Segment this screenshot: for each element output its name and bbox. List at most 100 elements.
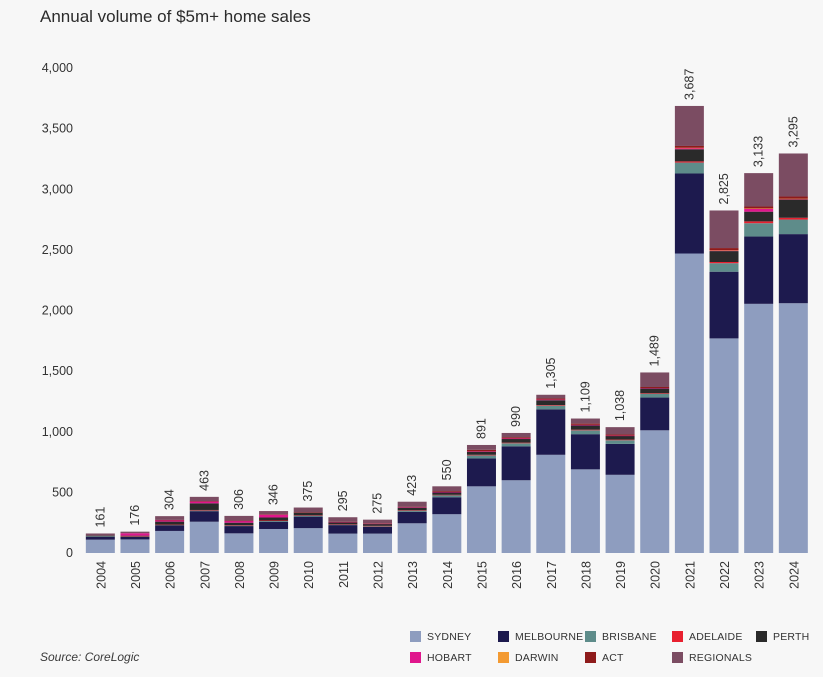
bar-segment-adelaide-2019 [605,439,635,441]
bar-segment-sydney-2009 [259,528,289,553]
bar-segment-melbourne-2010 [293,516,323,529]
bar-segment-brisbane-2015 [466,455,496,459]
bar-segment-adelaide-2018 [570,429,600,431]
bar-segment-brisbane-2009 [259,520,289,522]
legend-label: ADELAIDE [689,631,743,643]
total-label-2005: 176 [128,505,142,526]
bar-segment-hobart-2023 [744,208,774,212]
x-tick-label-2014: 2014 [441,561,455,589]
bar-segment-act-2014 [432,491,462,493]
bar-segment-perth-2006 [155,521,185,525]
bar-segment-adelaide-2020 [640,393,670,394]
bar-segment-act-2017 [536,398,566,400]
y-axis: 0 500 1,000 1,500 2,000 2,500 3,000 3,500 4,000 [42,61,73,560]
bar-segment-regionals-2013 [397,501,427,507]
legend-item-sydney: SYDNEY [410,631,471,643]
total-labels: 161 176 304 463 306 346 375 295 275 423 550 891 990 1… [93,69,800,528]
bar-segment-melbourne-2011 [328,525,358,534]
bar-segment-sydney-2010 [293,528,323,553]
total-label-2017: 1,305 [544,357,558,388]
x-tick-label-2021: 2021 [683,561,697,589]
bar-segment-brisbane-2019 [605,440,635,444]
legend-item-adelaide: ADELAIDE [672,631,743,643]
bar-segment-perth-2020 [640,388,670,394]
bar-segment-sydney-2019 [605,474,635,553]
bar-segment-regionals-2016 [501,432,531,438]
total-label-2019: 1,038 [613,390,627,421]
x-axis: 2004 2005 2006 2007 2008 2009 2010 2011 2012 2013… [94,561,801,589]
total-label-2015: 891 [474,418,488,439]
legend: SYDNEY MELBOURNE BRISBANE ADELAIDE PERTH HOBA… [410,631,820,671]
bar-segment-regionals-2010 [293,507,323,513]
total-label-2010: 375 [301,481,315,502]
legend-item-hobart: HOBART [410,652,472,664]
bar-segment-perth-2018 [570,425,600,430]
bar-segment-adelaide-2024 [778,217,808,220]
bar-segment-perth-2015 [466,451,496,455]
bar-segment-act-2019 [605,434,635,436]
bar-segment-sydney-2022 [709,338,739,553]
x-tick-label-2010: 2010 [302,561,316,589]
bar-segment-brisbane-2014 [432,495,462,498]
bar-segment-brisbane-2008 [224,525,254,527]
bar-segment-darwin-2023 [744,208,774,209]
bar-segment-adelaide-2014 [432,494,462,496]
bar-segment-perth-2013 [397,507,427,511]
bar-segment-act-2015 [466,449,496,452]
bar-segment-act-2022 [709,248,739,251]
bar-segment-adelaide-2013 [397,510,427,511]
legend-item-perth: PERTH [756,631,809,643]
bar-segment-hobart-2011 [328,522,358,523]
bar-segment-regionals-2008 [224,515,254,521]
bar-segment-adelaide-2016 [501,442,531,444]
bar-segment-perth-2009 [259,517,289,521]
bar-segment-melbourne-2012 [363,526,393,534]
bar-segment-melbourne-2007 [189,511,219,522]
bar-segment-perth-2024 [778,199,808,218]
bar-segment-sydney-2004 [85,539,115,553]
bar-segment-hobart-2019 [605,435,635,437]
total-label-2018: 1,109 [578,381,592,412]
bar-segment-melbourne-2015 [466,458,496,487]
bar-segment-regionals-2021 [674,105,704,146]
bar-segment-regionals-2024 [778,153,808,197]
bar-segment-perth-2016 [501,439,531,443]
legend-item-darwin: DARWIN [498,652,559,664]
bar-segment-melbourne-2006 [155,525,185,531]
bar-segment-perth-2011 [328,522,358,525]
y-tick-label: 3,500 [42,122,73,136]
bar-segment-act-2021 [674,145,704,148]
bar-segment-adelaide-2015 [466,454,496,456]
bar-segment-hobart-2020 [640,388,670,389]
bar-segment-hobart-2007 [189,501,219,504]
bar-segment-perth-2010 [293,512,323,516]
bar-segment-sydney-2023 [744,303,774,553]
bar-segment-hobart-2009 [259,514,289,518]
x-tick-label-2012: 2012 [372,561,386,589]
bar-segment-regionals-2019 [605,427,635,435]
bar-segment-hobart-2005 [120,533,150,536]
legend-item-act: ACT [585,652,624,664]
bar-segment-adelaide-2006 [155,524,185,526]
legend-label: BRISBANE [602,631,657,643]
bar-segment-regionals-2012 [363,519,393,524]
y-tick-label: 1,000 [42,425,73,439]
bar-segment-regionals-2022 [709,210,739,249]
bar-segment-sydney-2011 [328,533,358,553]
x-tick-label-2023: 2023 [753,561,767,589]
bar-segment-adelaide-2005 [120,536,150,537]
x-tick-label-2005: 2005 [129,561,143,589]
bar-segment-sydney-2015 [466,486,496,553]
bar-segment-perth-2008 [224,522,254,526]
bar-segment-act-2011 [328,521,358,523]
bar-segment-hobart-2018 [570,424,600,426]
legend-swatch [672,652,683,663]
bar-segment-melbourne-2019 [605,443,635,475]
bar-segment-perth-2014 [432,492,462,495]
bar-segment-act-2012 [363,523,393,524]
bar-segment-hobart-2013 [397,507,427,508]
legend-swatch [410,631,421,642]
bar-segment-adelaide-2010 [293,515,323,516]
bar-segment-melbourne-2014 [432,497,462,515]
bar-segment-hobart-2016 [501,438,531,440]
